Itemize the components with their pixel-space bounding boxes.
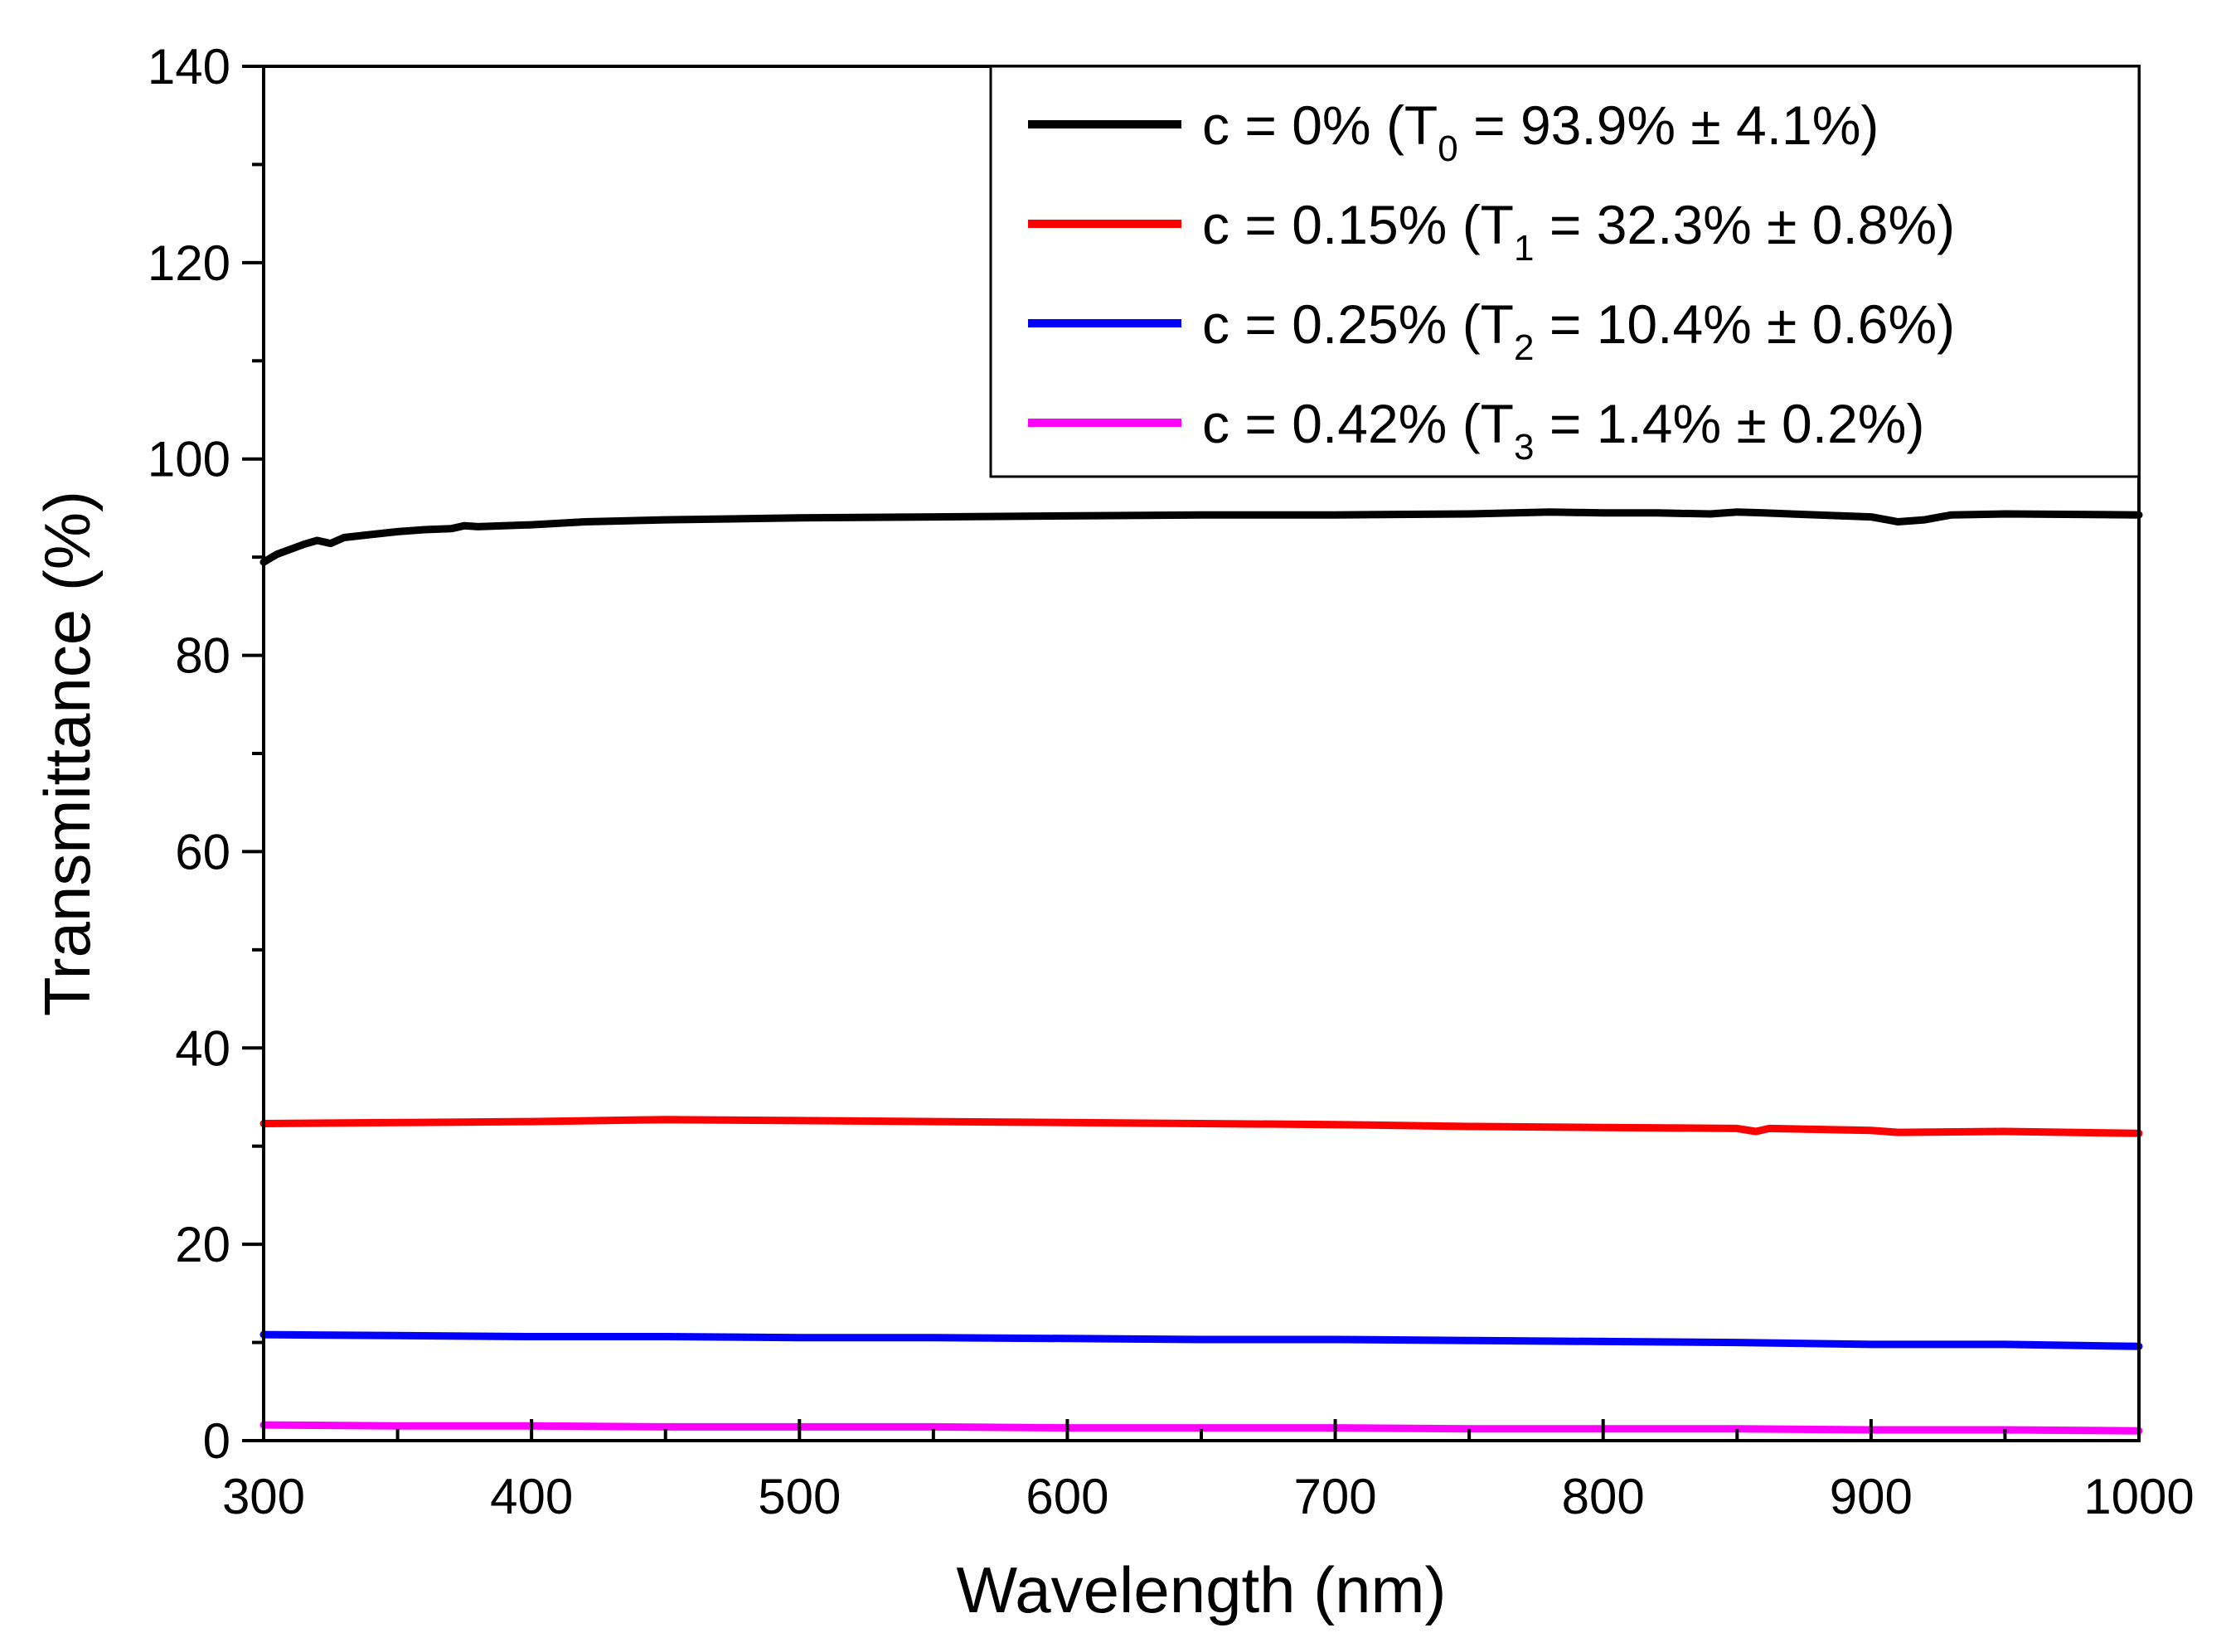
legend-label-2: c = 0.25% (T2 = 10.4% ± 0.6%) xyxy=(1202,293,1955,368)
legend: c = 0% (T0 = 93.9% ± 4.1%) c = 0.15% (T1 … xyxy=(989,65,2141,478)
x-tick-label: 800 xyxy=(1562,1469,1645,1524)
x-tick-label: 1000 xyxy=(2083,1469,2194,1524)
y-axis-title: Transmittance (%) xyxy=(31,491,104,1016)
legend-label-0: c = 0% (T0 = 93.9% ± 4.1%) xyxy=(1202,94,1879,169)
y-tick-label: 20 xyxy=(175,1217,230,1272)
legend-box xyxy=(989,65,2141,478)
x-axis-title: Wavelength (nm) xyxy=(957,1553,1447,1626)
ticks-layer: 300 400 500 600 700 800 900 1000 0 20 40 60 80 100 120… xyxy=(148,39,2194,1524)
x-tick-label: 400 xyxy=(490,1469,573,1524)
legend-label-1: c = 0.15% (T1 = 32.3% ± 0.8%) xyxy=(1202,194,1955,269)
y-tick-label: 140 xyxy=(148,39,230,94)
y-tick-label: 80 xyxy=(175,628,230,684)
y-tick-label: 60 xyxy=(175,824,230,879)
series-line-1 xyxy=(259,1116,2143,1137)
y-tick-label: 40 xyxy=(175,1020,230,1076)
x-tick-label: 600 xyxy=(1026,1469,1108,1524)
x-tick-label: 900 xyxy=(1830,1469,1913,1524)
legend-label-3: c = 0.42% (T3 = 1.4% ± 0.2%) xyxy=(1202,393,1924,468)
series-line-3 xyxy=(259,1421,2143,1435)
y-tick-label: 100 xyxy=(148,432,230,487)
x-tick-label: 300 xyxy=(222,1469,305,1524)
y-tick-label: 120 xyxy=(148,235,230,291)
x-tick-label: 500 xyxy=(758,1469,841,1524)
series-line-0 xyxy=(259,508,2143,566)
y-tick-label: 0 xyxy=(203,1413,230,1469)
series-line-2 xyxy=(259,1330,2143,1350)
x-tick-label: 700 xyxy=(1294,1469,1377,1524)
series-layer xyxy=(259,508,2143,1435)
